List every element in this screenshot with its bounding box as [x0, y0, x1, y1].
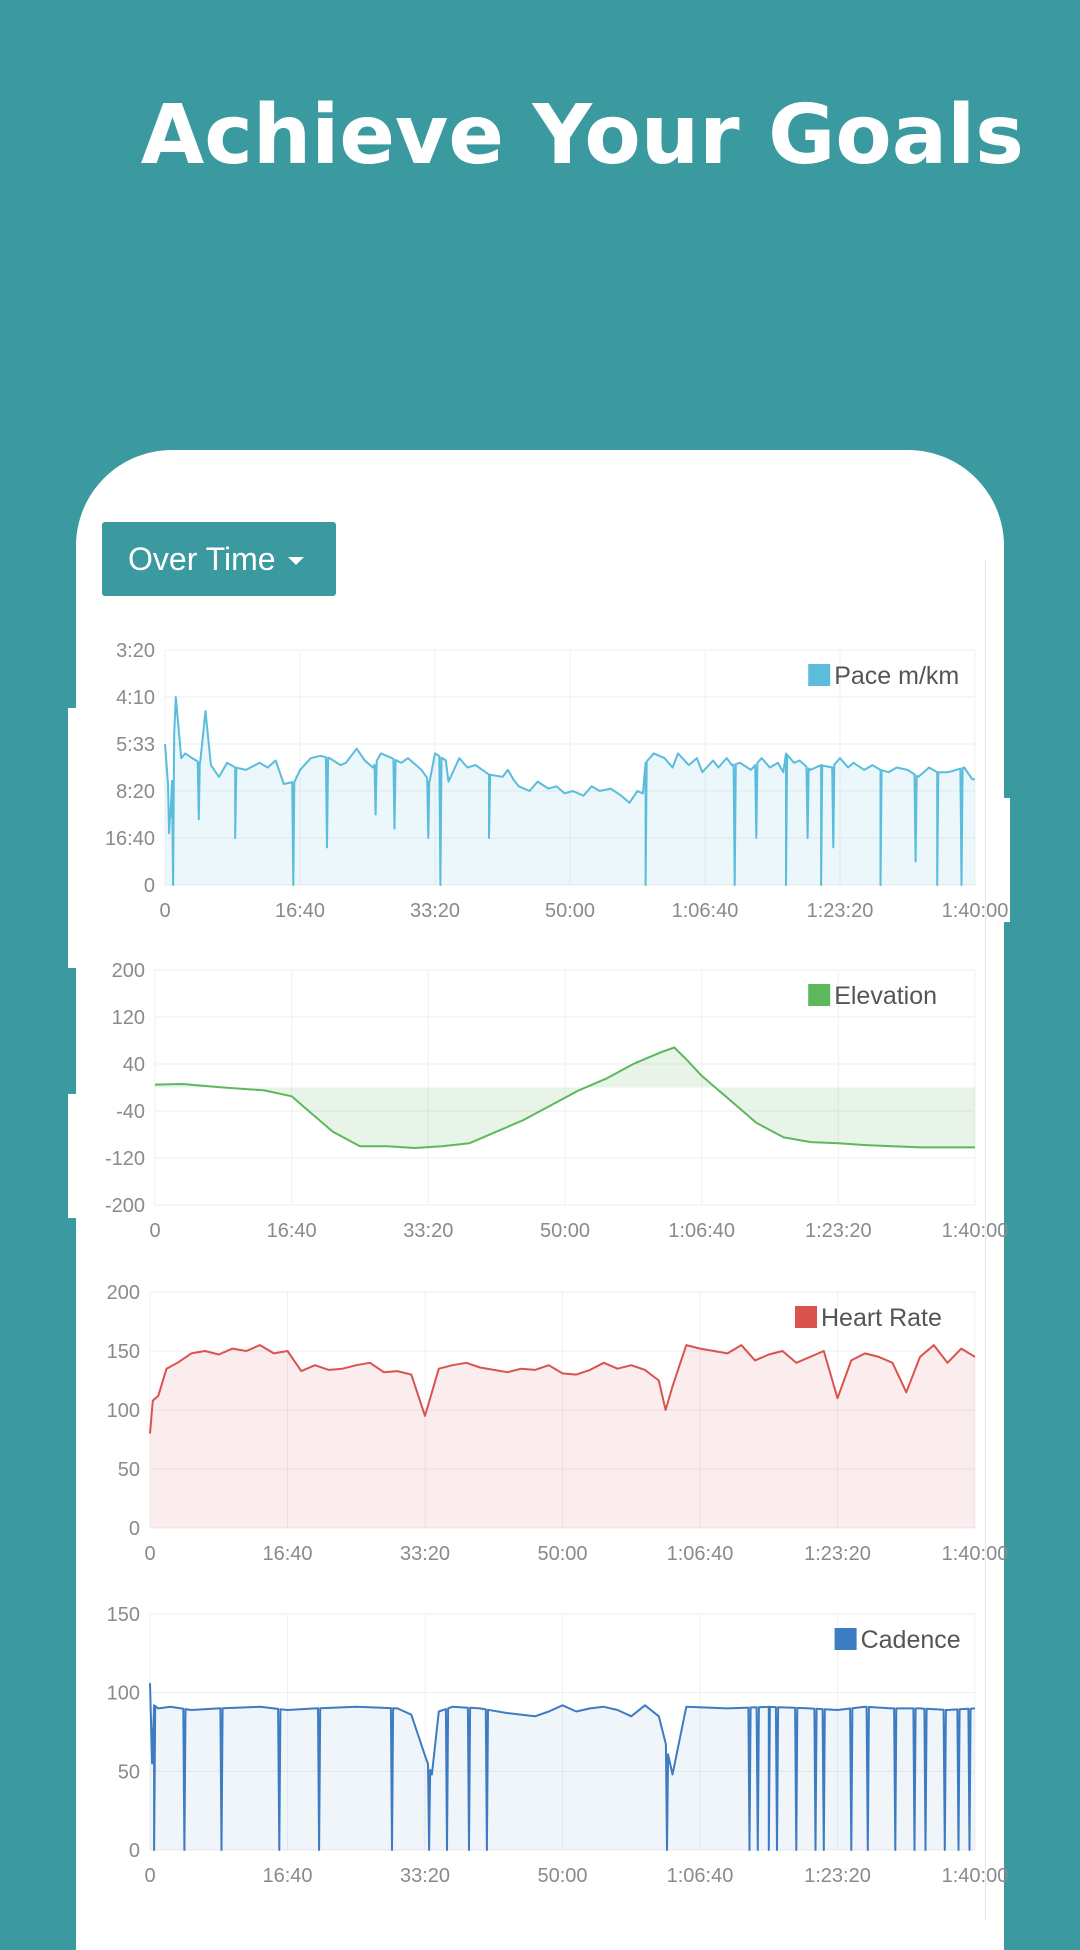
- phone-side-button-right: [1000, 798, 1010, 922]
- view-dropdown-label: Over Time: [128, 540, 276, 577]
- screen-edge: [985, 560, 986, 1920]
- phone-side-button-left-1: [68, 708, 78, 968]
- view-dropdown[interactable]: Over Time: [102, 522, 336, 596]
- headline: Achieve Your Goals: [140, 88, 1024, 183]
- phone-side-button-left-2: [68, 1094, 78, 1218]
- caret-down-icon: [287, 557, 304, 565]
- phone-frame: [76, 450, 1004, 1950]
